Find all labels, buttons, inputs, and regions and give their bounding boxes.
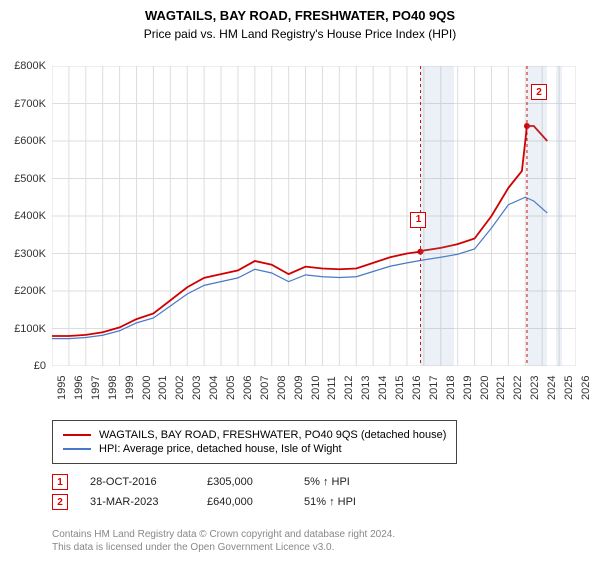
x-axis-label: 2022	[512, 376, 524, 400]
hpi-band	[527, 66, 547, 366]
sale-date: 31-MAR-2023	[90, 496, 185, 508]
y-axis-label: £100K	[0, 323, 46, 335]
legend-item: HPI: Average price, detached house, Isle…	[63, 443, 446, 455]
y-axis-label: £600K	[0, 135, 46, 147]
y-axis-label: £200K	[0, 285, 46, 297]
x-axis-label: 2007	[259, 376, 271, 400]
x-axis-label: 2025	[563, 376, 575, 400]
x-axis-label: 2002	[174, 376, 186, 400]
chart-title: WAGTAILS, BAY ROAD, FRESHWATER, PO40 9QS	[0, 8, 600, 23]
x-axis-label: 1998	[107, 376, 119, 400]
footer-line1: Contains HM Land Registry data © Crown c…	[52, 528, 395, 541]
x-axis-label: 2004	[208, 376, 220, 400]
sale-marker-2: 2	[52, 494, 68, 510]
x-axis-label: 2015	[394, 376, 406, 400]
sale-price: £640,000	[207, 496, 282, 508]
y-axis-label: £700K	[0, 98, 46, 110]
x-axis-label: 2010	[310, 376, 322, 400]
x-axis-label: 2014	[377, 376, 389, 400]
hpi-band	[556, 66, 563, 366]
x-axis-label: 2021	[495, 376, 507, 400]
x-axis-label: 2009	[293, 376, 305, 400]
legend-label: HPI: Average price, detached house, Isle…	[99, 443, 342, 455]
x-axis-label: 1995	[56, 376, 68, 400]
y-axis-label: £500K	[0, 173, 46, 185]
x-axis-label: 1996	[73, 376, 85, 400]
x-axis-label: 2016	[411, 376, 423, 400]
x-axis-label: 2003	[191, 376, 203, 400]
x-axis-label: 2024	[546, 376, 558, 400]
sale-row: 2 31-MAR-2023 £640,000 51% ↑ HPI	[52, 494, 356, 510]
x-axis-label: 2005	[225, 376, 237, 400]
x-axis-label: 2012	[343, 376, 355, 400]
x-axis-label: 2001	[157, 376, 169, 400]
legend-swatch	[63, 448, 91, 450]
x-axis-label: 2020	[479, 376, 491, 400]
sale-marker: 2	[531, 84, 547, 100]
legend: WAGTAILS, BAY ROAD, FRESHWATER, PO40 9QS…	[52, 420, 457, 464]
legend-label: WAGTAILS, BAY ROAD, FRESHWATER, PO40 9QS…	[99, 429, 446, 441]
legend-item: WAGTAILS, BAY ROAD, FRESHWATER, PO40 9QS…	[63, 429, 446, 441]
x-axis-label: 2019	[462, 376, 474, 400]
sale-diff: 51% ↑ HPI	[304, 496, 356, 508]
sale-marker: 1	[410, 212, 426, 228]
x-axis-label: 2026	[580, 376, 592, 400]
x-axis-label: 2023	[529, 376, 541, 400]
footer: Contains HM Land Registry data © Crown c…	[52, 528, 395, 554]
chart-subtitle: Price paid vs. HM Land Registry's House …	[0, 27, 600, 41]
x-axis-label: 2006	[242, 376, 254, 400]
x-axis-label: 2000	[141, 376, 153, 400]
x-axis-label: 2017	[428, 376, 440, 400]
sale-date: 28-OCT-2016	[90, 476, 185, 488]
price-chart	[52, 66, 576, 366]
footer-line2: This data is licensed under the Open Gov…	[52, 541, 395, 554]
x-axis-label: 2008	[276, 376, 288, 400]
sale-diff: 5% ↑ HPI	[304, 476, 350, 488]
sales-table: 1 28-OCT-2016 £305,000 5% ↑ HPI 2 31-MAR…	[52, 470, 356, 514]
sale-price: £305,000	[207, 476, 282, 488]
x-axis-label: 1997	[90, 376, 102, 400]
sale-row: 1 28-OCT-2016 £305,000 5% ↑ HPI	[52, 474, 356, 490]
x-axis-label: 2011	[326, 376, 338, 400]
y-axis-label: £300K	[0, 248, 46, 260]
x-axis-label: 2013	[360, 376, 372, 400]
y-axis-label: £800K	[0, 60, 46, 72]
sale-marker-1: 1	[52, 474, 68, 490]
y-axis-label: £400K	[0, 210, 46, 222]
x-axis-label: 1999	[124, 376, 136, 400]
y-axis-label: £0	[0, 360, 46, 372]
legend-swatch	[63, 434, 91, 436]
x-axis-label: 2018	[445, 376, 457, 400]
